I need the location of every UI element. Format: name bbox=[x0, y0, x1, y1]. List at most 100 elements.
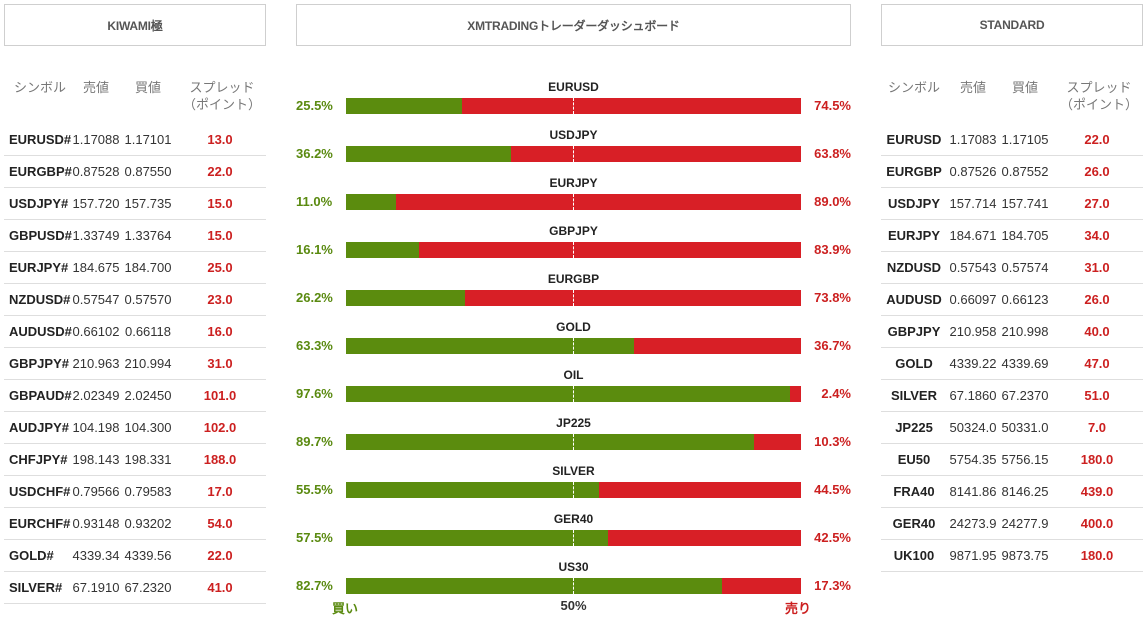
buy-percent: 97.6% bbox=[296, 386, 333, 401]
bid-column-header: 売値 bbox=[959, 80, 986, 95]
sentiment-bar bbox=[346, 338, 801, 354]
sell-percent: 17.3% bbox=[814, 578, 851, 593]
sentiment-bar bbox=[346, 386, 801, 402]
midpoint-line bbox=[573, 530, 574, 546]
midpoint-line bbox=[573, 434, 574, 450]
symbol-cell: GBPJPY# bbox=[9, 356, 69, 371]
midpoint-line bbox=[573, 290, 574, 306]
ask-cell: 67.2320 bbox=[124, 580, 172, 595]
bid-cell: 67.1910 bbox=[72, 580, 120, 595]
bid-cell: 1.33749 bbox=[72, 228, 120, 243]
table-row: NZDUSD# 0.57547 0.57570 23.0 bbox=[4, 284, 266, 316]
symbol-cell: EURUSD bbox=[886, 132, 942, 147]
sentiment-bar bbox=[346, 146, 801, 162]
ask-cell: 4339.69 bbox=[1001, 356, 1049, 371]
spread-cell: 17.0 bbox=[207, 484, 233, 499]
table-row: UK100 9871.95 9873.75 180.0 bbox=[881, 540, 1143, 572]
symbol-cell: SILVER# bbox=[9, 580, 63, 595]
table-row: SILVER 67.1860 67.2370 51.0 bbox=[881, 380, 1143, 412]
spread-cell: 7.0 bbox=[1087, 420, 1107, 435]
bid-cell: 0.66102 bbox=[72, 324, 120, 339]
bid-cell: 1.17083 bbox=[949, 132, 997, 147]
spread-cell: 22.0 bbox=[207, 164, 233, 179]
symbol-column-header: シンボル bbox=[13, 80, 66, 95]
buy-percent: 82.7% bbox=[296, 578, 333, 593]
sentiment-symbol: OIL bbox=[563, 368, 584, 382]
buy-percent: 36.2% bbox=[296, 146, 333, 161]
symbol-cell: USDJPY bbox=[887, 196, 941, 211]
sentiment-row: SILVER 55.5% 44.5% bbox=[296, 460, 851, 508]
symbol-cell: GBPAUD# bbox=[9, 388, 72, 403]
symbol-cell: NZDUSD bbox=[886, 260, 942, 275]
spread-cell: 40.0 bbox=[1084, 324, 1110, 339]
ask-cell: 0.87550 bbox=[124, 164, 172, 179]
sentiment-symbol: SILVER bbox=[552, 464, 595, 478]
sentiment-row: EURGBP 26.2% 73.8% bbox=[296, 268, 851, 316]
sell-percent: 63.8% bbox=[814, 146, 851, 161]
spread-cell: 101.0 bbox=[203, 388, 237, 403]
midpoint-line bbox=[573, 578, 574, 594]
sentiment-row: JP225 89.7% 10.3% bbox=[296, 412, 851, 460]
midpoint-line bbox=[573, 242, 574, 258]
symbol-cell: GER40 bbox=[892, 516, 936, 531]
buy-fill bbox=[346, 338, 634, 354]
sell-percent: 36.7% bbox=[814, 338, 851, 353]
buy-fill bbox=[346, 434, 755, 450]
table-row: EURGBP# 0.87528 0.87550 22.0 bbox=[4, 156, 266, 188]
bid-cell: 4339.22 bbox=[949, 356, 997, 371]
buy-fill bbox=[346, 482, 599, 498]
table-row: FRA40 8141.86 8146.25 439.0 bbox=[881, 476, 1143, 508]
ask-cell: 50331.0 bbox=[1001, 420, 1049, 435]
sentiment-row: GBPJPY 16.1% 83.9% bbox=[296, 220, 851, 268]
symbol-cell: EURJPY bbox=[887, 228, 941, 243]
ask-cell: 210.994 bbox=[124, 356, 172, 371]
dashboard-header: XMTRADINGトレーダーダッシュボード bbox=[296, 4, 851, 46]
table-row: GER40 24273.9 24277.9 400.0 bbox=[881, 508, 1143, 540]
spread-cell: 54.0 bbox=[207, 516, 233, 531]
symbol-cell: GOLD# bbox=[9, 548, 54, 563]
sentiment-row: EURUSD 25.5% 74.5% bbox=[296, 76, 851, 124]
symbol-cell: EURUSD# bbox=[9, 132, 72, 147]
sentiment-symbol: USDJPY bbox=[549, 128, 598, 142]
sell-percent: 89.0% bbox=[814, 194, 851, 209]
symbol-cell: EU50 bbox=[897, 452, 931, 467]
sell-percent: 10.3% bbox=[814, 434, 851, 449]
bid-cell: 8141.86 bbox=[949, 484, 997, 499]
sentiment-bar bbox=[346, 482, 801, 498]
symbol-cell: GBPUSD# bbox=[9, 228, 72, 243]
buy-percent: 16.1% bbox=[296, 242, 333, 257]
sentiment-bar bbox=[346, 242, 801, 258]
spread-cell: 400.0 bbox=[1080, 516, 1114, 531]
spread-cell: 25.0 bbox=[207, 260, 233, 275]
bid-cell: 2.02349 bbox=[72, 388, 120, 403]
sentiment-symbol: JP225 bbox=[556, 416, 591, 430]
buy-percent: 25.5% bbox=[296, 98, 333, 113]
table-row: EURJPY 184.671 184.705 34.0 bbox=[881, 220, 1143, 252]
spread-cell: 51.0 bbox=[1084, 388, 1110, 403]
spread-cell: 180.0 bbox=[1080, 548, 1114, 563]
standard-header: STANDARD bbox=[881, 4, 1143, 46]
table-row: NZDUSD 0.57543 0.57574 31.0 bbox=[881, 252, 1143, 284]
ask-cell: 1.17105 bbox=[1001, 132, 1049, 147]
ask-cell: 210.998 bbox=[1001, 324, 1049, 339]
ask-column-header: 買値 bbox=[1011, 80, 1038, 95]
symbol-cell: EURGBP# bbox=[9, 164, 72, 179]
buy-fill bbox=[346, 530, 608, 546]
midpoint-line bbox=[573, 338, 574, 354]
ask-cell: 0.57574 bbox=[1001, 260, 1049, 275]
ask-cell: 1.33764 bbox=[124, 228, 172, 243]
table-row: EURUSD 1.17083 1.17105 22.0 bbox=[881, 124, 1143, 156]
bid-cell: 184.671 bbox=[949, 228, 997, 243]
spread-cell: 439.0 bbox=[1080, 484, 1114, 499]
symbol-cell: CHFJPY# bbox=[9, 452, 68, 467]
midpoint-label: 50% bbox=[560, 598, 587, 613]
bid-cell: 104.198 bbox=[72, 420, 120, 435]
bid-cell: 0.79566 bbox=[72, 484, 120, 499]
spread-cell: 41.0 bbox=[207, 580, 233, 595]
sentiment-row: GER40 57.5% 42.5% bbox=[296, 508, 851, 556]
ask-cell: 0.79583 bbox=[124, 484, 172, 499]
buy-percent: 57.5% bbox=[296, 530, 333, 545]
midpoint-line bbox=[573, 98, 574, 114]
bid-cell: 0.66097 bbox=[949, 292, 997, 307]
bid-cell: 5754.35 bbox=[949, 452, 997, 467]
